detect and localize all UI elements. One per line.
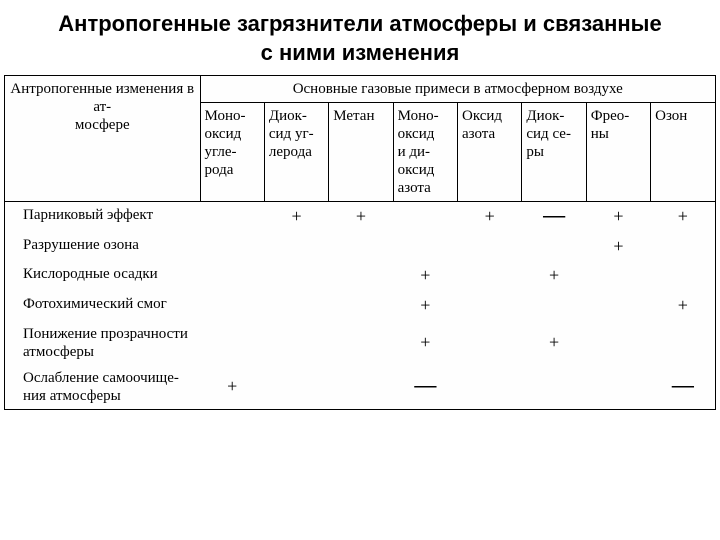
row-label: Кислородные осадки	[5, 261, 200, 291]
cell	[329, 261, 393, 291]
cell	[329, 365, 393, 409]
cell	[200, 321, 264, 365]
table-row: Фотохимический смог + +	[5, 291, 715, 321]
pollutants-table: Антропогенные изменения в ат- мосфере Ос…	[4, 75, 716, 409]
col-header: Моно- оксид угле- рода	[200, 103, 264, 202]
cell: +	[586, 202, 650, 232]
cell: +	[200, 365, 264, 409]
row-header: Антропогенные изменения в ат- мосфере	[5, 76, 200, 202]
cell: +	[522, 261, 586, 291]
cell	[264, 261, 328, 291]
cell	[651, 321, 715, 365]
cell	[329, 232, 393, 262]
cell	[522, 291, 586, 321]
col-header: Оксид азота	[458, 103, 522, 202]
cell	[586, 321, 650, 365]
cell	[329, 291, 393, 321]
row-label: Ослабление самоочище- ния атмосферы	[5, 365, 200, 409]
cell	[200, 261, 264, 291]
cell: +	[586, 232, 650, 262]
page-title: Антропогенные загрязнители атмосферы и с…	[0, 0, 720, 75]
table-row: Кислородные осадки + +	[5, 261, 715, 291]
row-label: Понижение прозрачности атмосферы	[5, 321, 200, 365]
cell: —	[393, 365, 457, 409]
cell	[264, 321, 328, 365]
cell	[522, 232, 586, 262]
col-header: Озон	[651, 103, 715, 202]
cell: —	[651, 365, 715, 409]
cell: +	[651, 202, 715, 232]
cell: +	[393, 291, 457, 321]
cell	[329, 321, 393, 365]
col-header: Фрео- ны	[586, 103, 650, 202]
title-line-2: с ними изменения	[261, 40, 460, 65]
col-header: Диок- сид се- ры	[522, 103, 586, 202]
cell	[264, 232, 328, 262]
cell: +	[329, 202, 393, 232]
cell	[586, 261, 650, 291]
cell	[458, 261, 522, 291]
cell	[393, 232, 457, 262]
table-row: Ослабление самоочище- ния атмосферы+ — —	[5, 365, 715, 409]
cell	[458, 321, 522, 365]
cell	[264, 365, 328, 409]
cell	[522, 365, 586, 409]
cell: +	[264, 202, 328, 232]
cell	[586, 291, 650, 321]
cell	[200, 232, 264, 262]
table-row: Понижение прозрачности атмосферы + +	[5, 321, 715, 365]
col-header: Диок- сид уг- лерода	[264, 103, 328, 202]
col-header: Метан	[329, 103, 393, 202]
col-header: Моно- оксид и ди- оксид азота	[393, 103, 457, 202]
title-line-1: Антропогенные загрязнители атмосферы и с…	[58, 11, 661, 36]
cell	[264, 291, 328, 321]
cell	[200, 291, 264, 321]
row-label: Фотохимический смог	[5, 291, 200, 321]
table-row: Разрушение озона +	[5, 232, 715, 262]
cell: +	[458, 202, 522, 232]
cell: +	[651, 291, 715, 321]
row-label: Разрушение озона	[5, 232, 200, 262]
table-row: Парниковый эффект+++—++	[5, 202, 715, 232]
cell	[458, 365, 522, 409]
cell: +	[393, 261, 457, 291]
cell	[586, 365, 650, 409]
row-label: Парниковый эффект	[5, 202, 200, 232]
cell	[651, 261, 715, 291]
cell	[458, 232, 522, 262]
cell: —	[522, 202, 586, 232]
column-group-header: Основные газовые примеси в атмосферном в…	[200, 76, 715, 103]
cell: +	[522, 321, 586, 365]
cell	[458, 291, 522, 321]
cell	[200, 202, 264, 232]
cell	[651, 232, 715, 262]
cell	[393, 202, 457, 232]
cell: +	[393, 321, 457, 365]
